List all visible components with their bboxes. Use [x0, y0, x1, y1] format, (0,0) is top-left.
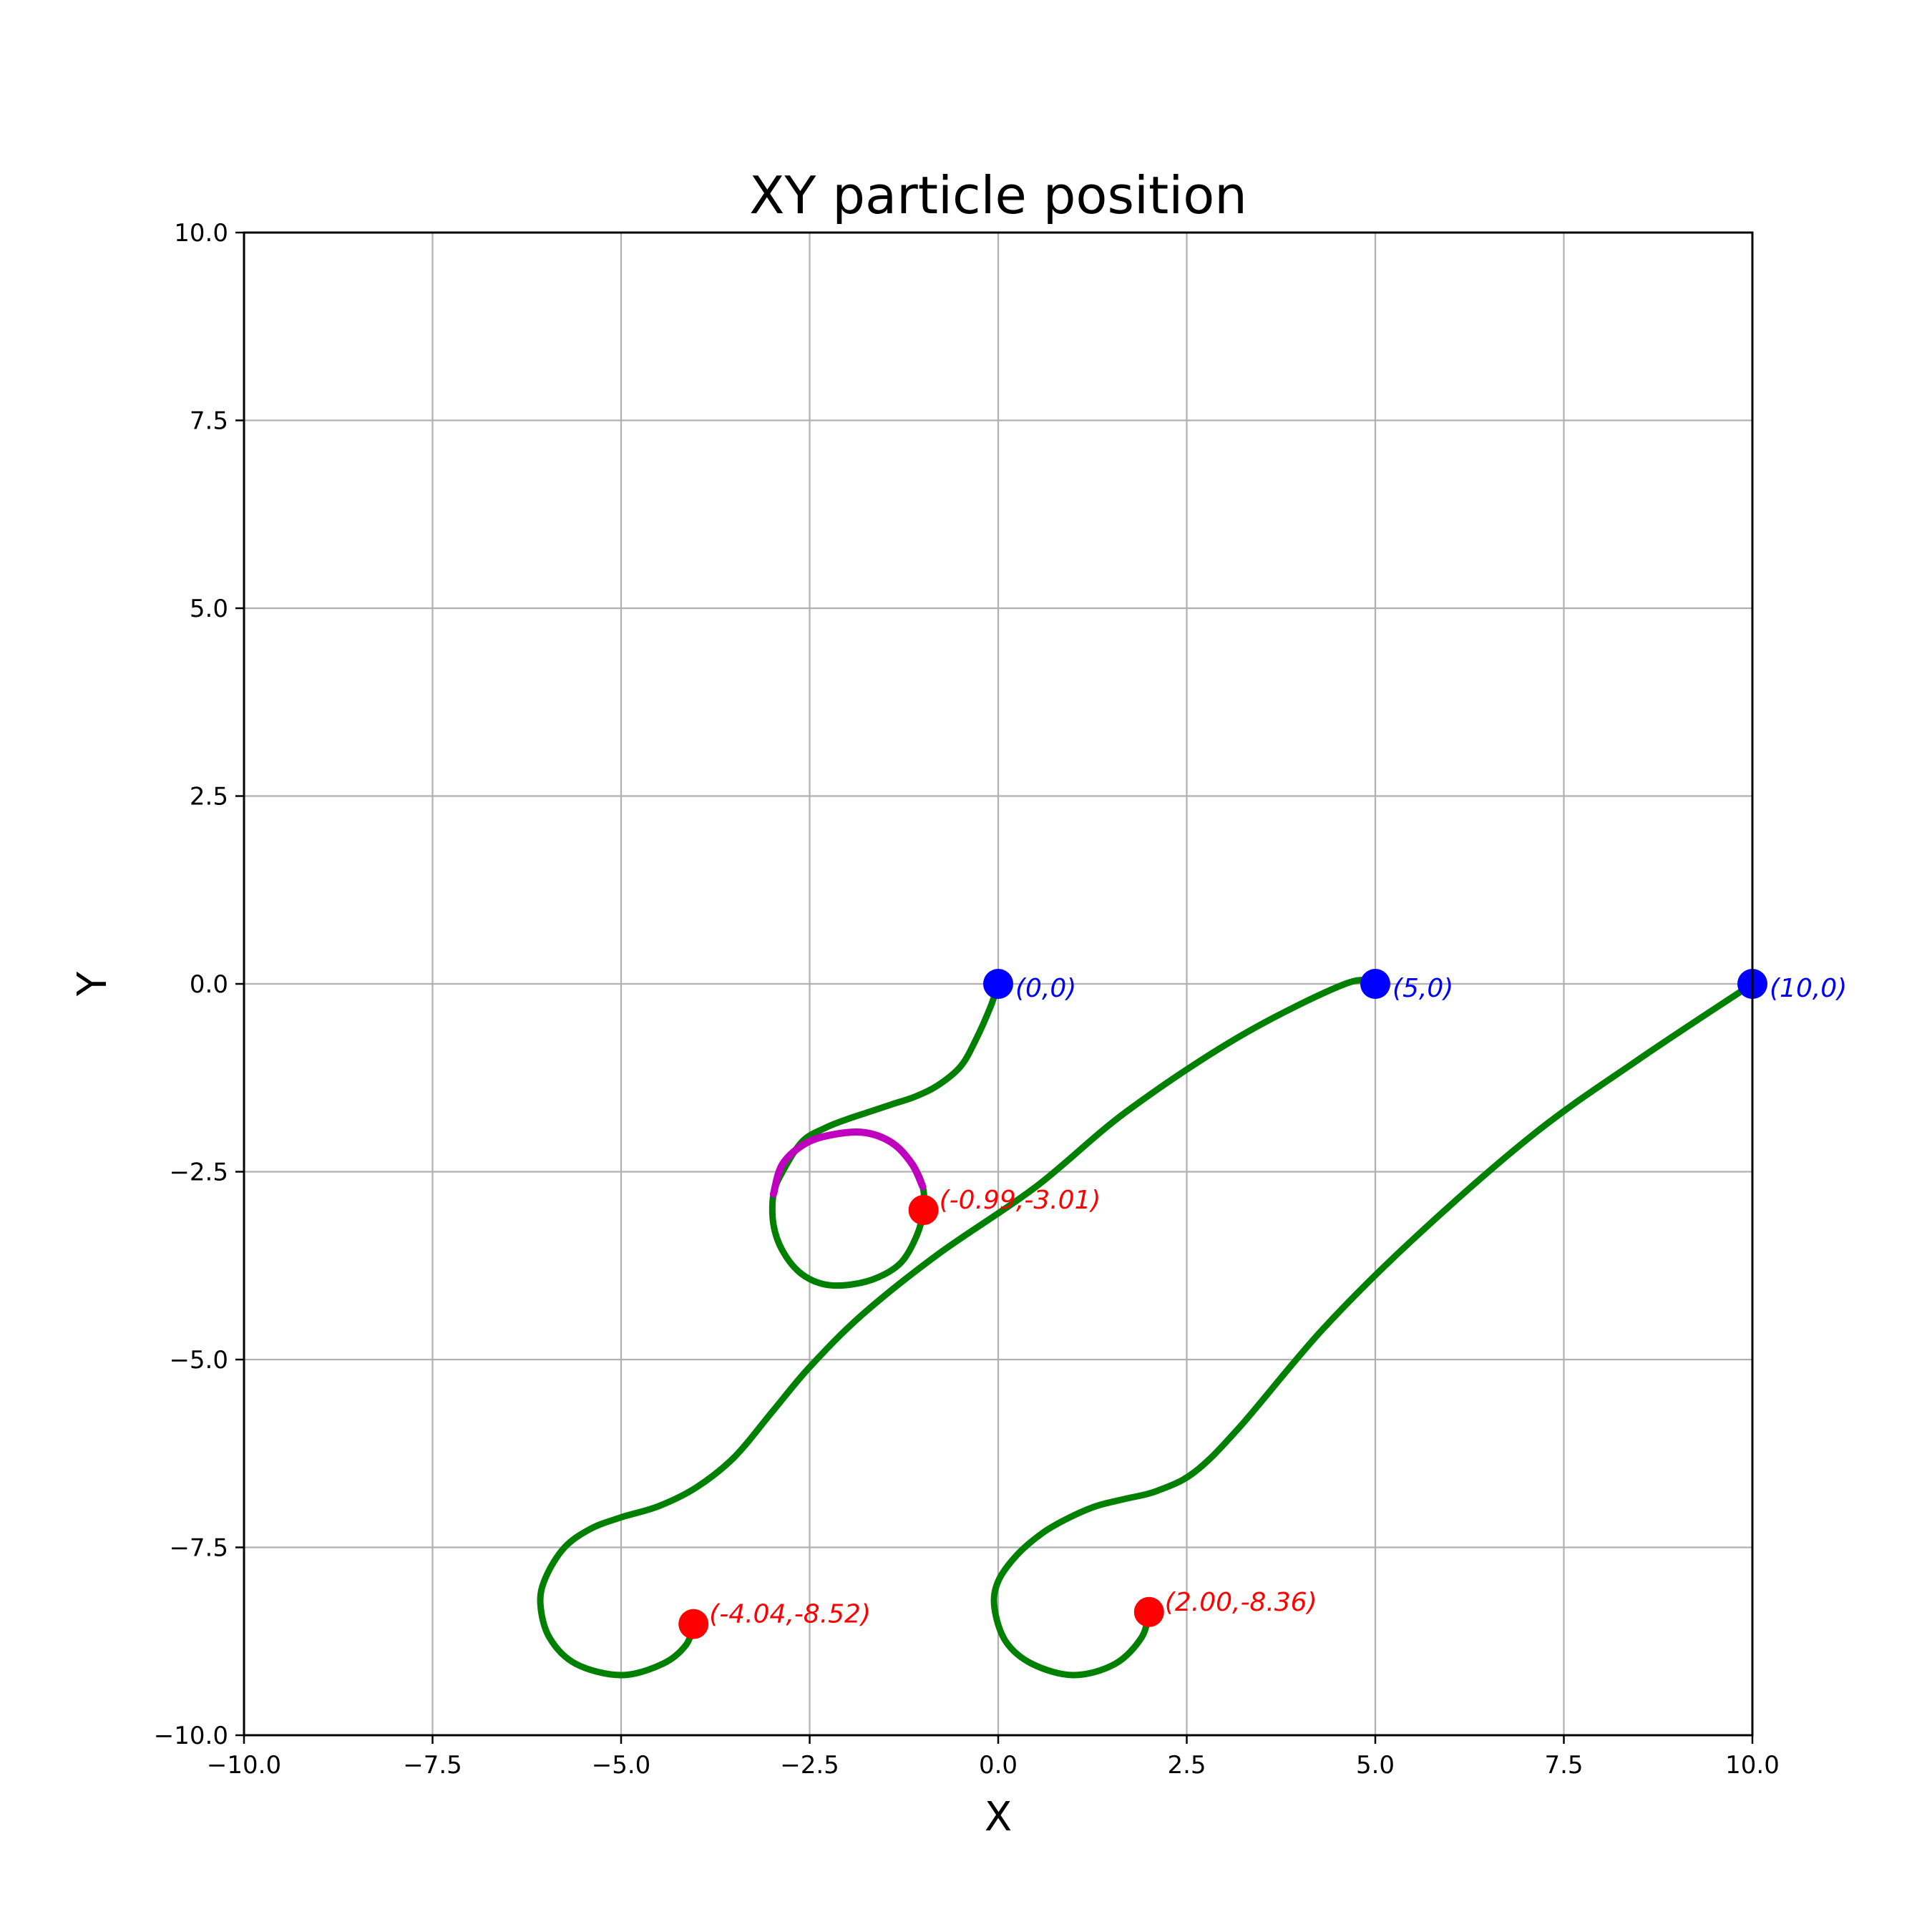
y-tick-label: 7.5 — [190, 407, 228, 436]
end-point-marker-1 — [908, 1195, 939, 1226]
start-point-label-1: (0,0) — [1015, 974, 1076, 1003]
x-tick-label: −7.5 — [403, 1751, 462, 1780]
trajectory-line-2 — [537, 977, 1379, 1679]
y-tick-label: −2.5 — [169, 1158, 228, 1187]
trajectories — [537, 977, 1756, 1679]
end-point-label-2: (-4.04,-8.52) — [709, 1600, 871, 1629]
x-tick-label: 10.0 — [1725, 1751, 1780, 1780]
trajectory-line-3 — [990, 980, 1756, 1679]
x-tick-label: −5.0 — [592, 1751, 651, 1780]
x-tick-label: −10.0 — [207, 1751, 281, 1780]
end-point-label-3: (2.00,-8.36) — [1165, 1588, 1317, 1617]
x-tick-label: 7.5 — [1544, 1751, 1583, 1780]
y-tick-label: −7.5 — [169, 1534, 228, 1563]
highlighted-orbit-1 — [769, 1128, 927, 1198]
start-point-label-2: (5,0) — [1392, 974, 1453, 1003]
x-tick-label: −2.5 — [780, 1751, 839, 1780]
y-tick-label: −10.0 — [154, 1722, 228, 1750]
y-tick-label: 10.0 — [174, 219, 228, 248]
markers: (0,0) (5,0) (10,0) (-0.99,-3.01) (-4.04,-8.5… — [678, 969, 1847, 1639]
start-point-marker-1 — [983, 969, 1013, 999]
axis-ticks: −10.0 −7.5 −5.0 −2.5 0.0 2.5 5.0 7.5 10.0 −10.0 −7… — [154, 219, 1780, 1780]
x-tick-label: 0.0 — [979, 1751, 1018, 1780]
plot-frame — [243, 231, 1754, 1737]
y-tick-label: 0.0 — [190, 970, 228, 999]
y-axis-label: Y — [69, 971, 116, 997]
chart-title: XY particle position — [749, 165, 1247, 225]
end-point-label-1: (-0.99,-3.01) — [940, 1186, 1101, 1215]
y-tick-label: −5.0 — [169, 1346, 228, 1375]
y-tick-label: 2.5 — [190, 783, 228, 811]
start-point-marker-2 — [1360, 969, 1390, 999]
end-point-marker-3 — [1133, 1596, 1164, 1627]
x-tick-label: 2.5 — [1167, 1751, 1206, 1780]
y-tick-label: 5.0 — [190, 595, 228, 623]
x-tick-label: 5.0 — [1356, 1751, 1395, 1780]
start-point-label-3: (10,0) — [1770, 974, 1847, 1003]
end-point-marker-2 — [678, 1609, 709, 1639]
x-axis-label: X — [985, 1794, 1012, 1840]
